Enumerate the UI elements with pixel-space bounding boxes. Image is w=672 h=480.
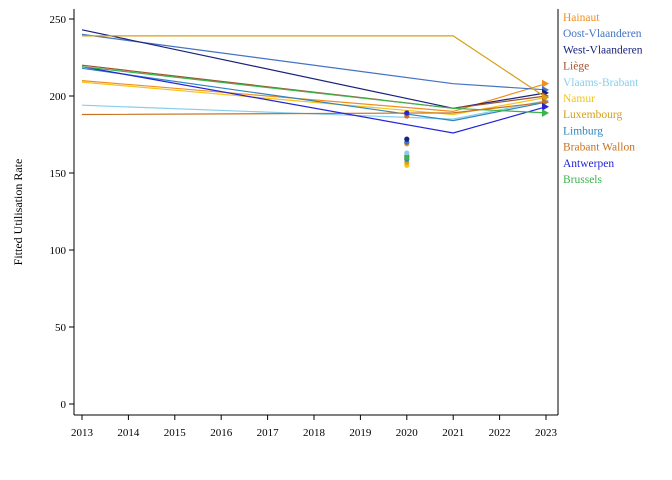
x-tick-label: 2014 (117, 427, 140, 439)
series-line-limburg (81, 67, 547, 122)
legend-item-brabant-wallon: Brabant Wallon (563, 142, 635, 154)
series-line-vlaams-brabant (81, 100, 547, 120)
legend-item-brussels: Brussels (563, 174, 603, 186)
x-tick-label: 2020 (396, 427, 419, 439)
y-tick-label: 50 (55, 322, 67, 334)
series-lines (81, 29, 547, 134)
plot-area (81, 29, 549, 168)
legend-item-namur: Namur (563, 93, 595, 105)
series-line-oost-vlaanderen (81, 33, 547, 91)
y-tick-label: 200 (50, 91, 67, 103)
marker-2020-vlaams-brabant (404, 150, 410, 156)
y-axis-title: Fitted Utilisation Rate (11, 159, 25, 266)
end-arrows (542, 79, 549, 117)
x-tick-label: 2015 (164, 427, 187, 439)
series-line-brussels (81, 66, 547, 114)
legend-item-luxembourg: Luxembourg (563, 109, 622, 121)
x-tick-label: 2023 (535, 427, 558, 439)
y-tick-labels: 0 50 100 150 200 250 (50, 14, 67, 411)
series-line-antwerpen (81, 66, 547, 134)
x-tick-label: 2022 (489, 427, 511, 439)
legend-item-vlaams-brabant: Vlaams-Brabant (563, 77, 639, 89)
x-tick-label: 2021 (442, 427, 464, 439)
x-tick-labels: 2013 2014 2015 2016 2017 2018 2019 2020 2021 2022… (71, 427, 558, 439)
series-line-west-vlaanderen (81, 29, 547, 109)
x-tick-label: 2016 (210, 427, 233, 439)
legend-item-west-vlaanderen: West-Vlaanderen (563, 44, 643, 56)
x-tick-label: 2018 (303, 427, 326, 439)
marker-2020-brussels (404, 155, 410, 161)
legend: Hainaut Oost-Vlaanderen West-Vlaanderen Liè… (563, 12, 643, 186)
y-tick-label: 100 (50, 245, 67, 257)
series-line-luxembourg (82, 35, 547, 98)
marker-2020-antwerpen (404, 110, 410, 116)
axes (69, 9, 559, 420)
x-tick-label: 2013 (71, 427, 94, 439)
end-arrow-antwerpen (542, 102, 549, 111)
series-line-namur (81, 81, 547, 116)
series-line-hainaut (81, 80, 547, 113)
legend-item-limburg: Limburg (563, 125, 603, 137)
y-tick-label: 0 (61, 399, 67, 411)
series-line-brabant-wallon (81, 101, 547, 116)
legend-item-antwerpen: Antwerpen (563, 158, 614, 170)
legend-item-oost-vlaanderen: Oost-Vlaanderen (563, 28, 642, 40)
end-arrow-hainaut (542, 79, 549, 88)
marker-2020-west-vlaanderen (404, 136, 410, 142)
legend-item-liege: Liège (563, 61, 589, 73)
x-tick-label: 2019 (349, 427, 372, 439)
markers-2020 (404, 110, 410, 168)
end-arrow-brussels (542, 108, 549, 117)
y-tick-label: 250 (50, 14, 67, 26)
y-tick-label: 150 (50, 168, 67, 180)
legend-item-hainaut: Hainaut (563, 12, 600, 24)
x-tick-label: 2017 (257, 427, 280, 439)
